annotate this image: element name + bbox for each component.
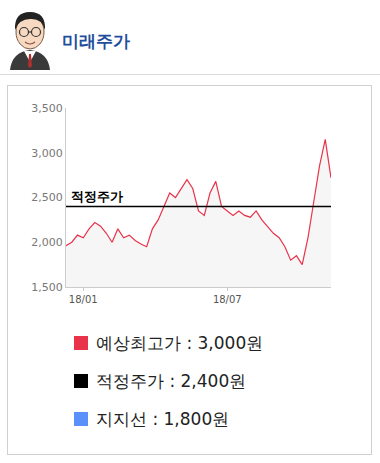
svg-text:2,000: 2,000 — [31, 236, 63, 249]
svg-text:3,000: 3,000 — [31, 147, 63, 160]
svg-text:18/07: 18/07 — [213, 294, 242, 305]
svg-text:2,500: 2,500 — [31, 191, 63, 204]
svg-text:3,500: 3,500 — [31, 102, 63, 115]
html-text:미래주가: 미래주가 — [62, 31, 130, 51]
html-text:예상최고가 : 3,000원: 예상최고가 : 3,000원 — [96, 332, 264, 353]
html-text:적정주가 : 2,400원: 적정주가 : 2,400원 — [96, 370, 247, 391]
svg-text:적정주가: 적정주가 — [71, 189, 123, 204]
html-text:지지선 : 1,800원: 지지선 : 1,800원 — [96, 408, 230, 429]
svg-text:18/01: 18/01 — [69, 294, 98, 305]
svg-text:1,500: 1,500 — [31, 281, 63, 294]
